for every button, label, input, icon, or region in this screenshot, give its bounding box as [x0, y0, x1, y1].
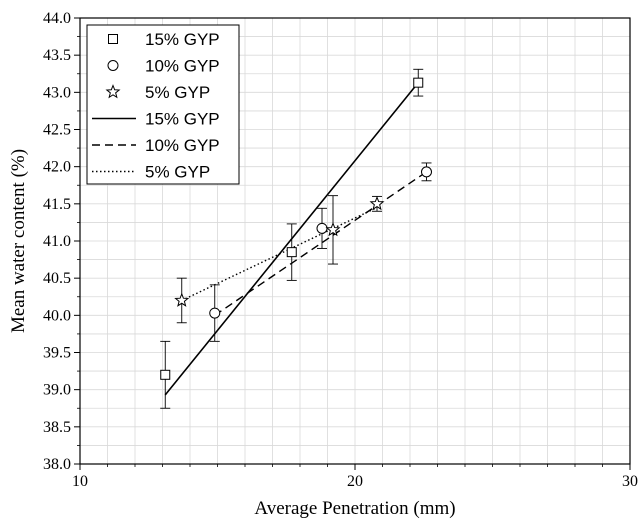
legend-symbol-square — [108, 34, 118, 44]
x-tick-label: 30 — [622, 473, 638, 490]
legend-label: 15% GYP — [145, 110, 220, 129]
y-tick-label: 38.0 — [43, 456, 71, 473]
data-point-star — [369, 195, 385, 211]
legend: 15% GYP 10% GYP 5% GYP 15% GYP 10% GYP 5% GYP — [86, 24, 240, 185]
y-tick-label: 38.5 — [43, 419, 71, 436]
y-tick-label: 42.5 — [43, 122, 71, 139]
data-point-square — [160, 369, 171, 380]
y-tick-label: 44.0 — [43, 10, 71, 27]
legend-label: 15% GYP — [145, 30, 220, 49]
y-tick-label: 43.5 — [43, 47, 71, 64]
y-tick-label: 43.0 — [43, 84, 71, 101]
y-tick-label: 41.5 — [43, 196, 71, 213]
legend-symbol-star — [105, 84, 121, 99]
y-tick-label: 39.0 — [43, 382, 71, 399]
data-point-circle — [209, 307, 221, 319]
x-axis-title: Average Penetration (mm) — [254, 498, 455, 519]
legend-label: 10% GYP — [145, 57, 220, 76]
legend-label: 5% GYP — [145, 83, 210, 102]
data-point-square — [413, 77, 424, 88]
data-points — [160, 68, 432, 409]
data-point-square — [286, 247, 297, 258]
x-tick-label: 10 — [72, 473, 88, 490]
y-tick-label: 40.5 — [43, 270, 71, 287]
data-point-circle — [421, 166, 432, 178]
legend-label: 5% GYP — [145, 163, 210, 182]
y-tick-label: 40.0 — [43, 307, 71, 324]
legend-label: 10% GYP — [145, 136, 220, 155]
y-tick-label: 39.5 — [43, 345, 71, 362]
y-axis-title: Mean water content (%) — [8, 149, 29, 333]
y-tick-label: 42.0 — [43, 159, 71, 176]
data-point-circle — [316, 222, 328, 234]
fit-line-dashed — [214, 171, 427, 316]
legend-symbol-circle — [107, 60, 119, 71]
axis-ticks: 10 20 30 38.0 38.5 39.0 39.5 40.0 40.5 41.0 41.5 42… — [43, 10, 638, 490]
fit-line-dotted — [181, 206, 378, 302]
legend-box — [86, 24, 240, 185]
data-point-star — [174, 292, 190, 307]
data-point-star — [325, 221, 341, 237]
y-tick-label: 41.0 — [43, 233, 71, 250]
x-tick-label: 20 — [347, 473, 363, 490]
